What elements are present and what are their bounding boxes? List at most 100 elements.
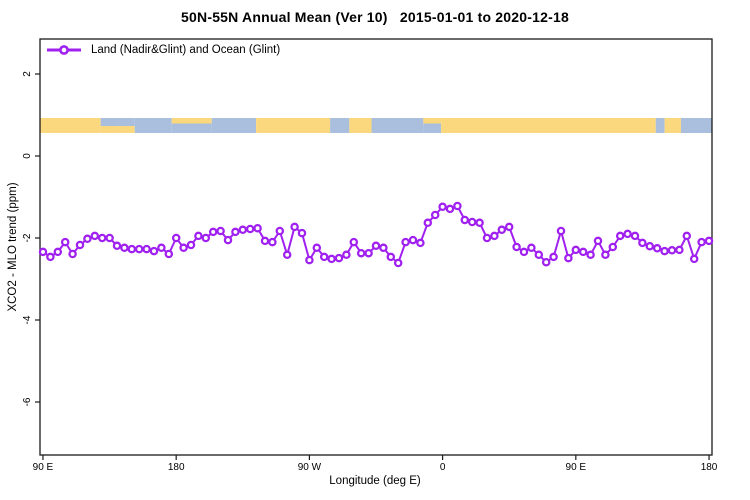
data-point-marker — [334, 253, 344, 263]
data-point-marker — [379, 243, 388, 253]
data-point-marker — [245, 224, 255, 234]
data-point-marker — [46, 252, 55, 262]
data-point-marker — [90, 231, 100, 241]
data-point-marker — [386, 252, 396, 262]
data-point-marker — [342, 250, 351, 260]
data-point-marker — [689, 254, 699, 264]
map-strip-segment-ocean — [680, 118, 712, 133]
x-tick-label: 90 E — [566, 462, 587, 473]
legend-label: Land (Nadir&Glint) and Ocean (Glint) — [91, 44, 281, 56]
legend-line-marker-icon — [47, 45, 81, 55]
data-point-marker — [638, 238, 647, 248]
data-point-marker — [164, 249, 174, 259]
data-point-marker — [223, 235, 233, 245]
map-strip-segment-ocean — [655, 118, 665, 133]
x-tick-label: 180 — [168, 462, 185, 473]
map-strip-segment-ocean — [371, 118, 424, 133]
x-tick-label: 0 — [440, 462, 446, 473]
map-strip-segment-coast-top-ocean — [100, 118, 119, 133]
data-point-marker — [75, 240, 85, 250]
map-strip-segment-land — [40, 118, 101, 133]
data-point-marker — [704, 236, 714, 246]
data-point-marker — [682, 231, 692, 241]
data-point-marker — [482, 233, 492, 243]
data-point-marker — [134, 244, 144, 254]
x-tick-label: 90 W — [298, 462, 322, 473]
data-point-marker — [216, 226, 225, 236]
data-point-marker — [512, 242, 521, 252]
data-point-marker — [305, 255, 314, 265]
data-point-marker — [408, 235, 418, 245]
map-strip-segment-land — [664, 118, 681, 133]
data-point-marker — [120, 243, 129, 253]
data-point-marker — [534, 250, 544, 260]
data-point-marker — [675, 245, 684, 255]
map-strip-segment-ocean — [330, 118, 350, 133]
data-point-marker — [393, 258, 403, 268]
data-point-marker — [297, 228, 307, 238]
data-point-marker — [527, 243, 536, 253]
data-point-marker — [142, 244, 151, 254]
data-point-marker — [319, 252, 329, 262]
data-point-marker — [623, 229, 632, 239]
map-strip-segment-land — [256, 118, 331, 133]
data-point-marker — [549, 252, 558, 262]
data-point-marker — [38, 247, 48, 257]
data-point-marker — [364, 248, 373, 258]
data-point-marker — [430, 210, 440, 220]
data-point-marker — [667, 246, 677, 255]
data-point-marker — [615, 231, 625, 241]
plot-border — [39, 38, 713, 456]
data-point-marker — [179, 243, 188, 253]
map-strip-segment-coast-top-land — [171, 118, 212, 133]
data-point-marker — [564, 253, 573, 263]
data-point-marker — [460, 215, 470, 225]
data-point-marker — [586, 250, 595, 260]
data-point-marker — [371, 241, 381, 251]
data-point-marker — [260, 236, 270, 246]
data-point-marker — [171, 233, 181, 243]
data-point-marker — [356, 248, 366, 258]
data-point-marker — [68, 249, 77, 259]
map-strip-segment-land — [441, 118, 656, 133]
data-point-marker — [97, 233, 107, 243]
data-point-marker — [282, 250, 292, 260]
data-point-marker — [149, 246, 159, 256]
data-point-marker — [194, 231, 203, 241]
data-point-marker — [231, 227, 240, 237]
data-point-marker — [349, 237, 359, 247]
data-point-marker — [578, 247, 588, 257]
data-point-marker — [208, 227, 218, 237]
data-point-marker — [105, 233, 114, 243]
map-strip-segment-coast-top-ocean — [118, 118, 135, 133]
data-point-marker — [157, 243, 166, 253]
y-tick-label: 0 — [22, 153, 33, 159]
data-point-marker — [601, 250, 610, 260]
x-tick-label: 180 — [701, 462, 718, 473]
data-point-marker — [201, 233, 211, 243]
data-point-marker — [275, 226, 285, 236]
data-point-marker — [660, 246, 669, 256]
y-tick-label: -6 — [22, 397, 33, 406]
data-point-marker — [652, 244, 662, 253]
data-point-marker — [53, 247, 63, 257]
data-point-marker — [423, 218, 433, 228]
data-point-marker — [238, 225, 248, 235]
data-point-marker — [112, 241, 122, 251]
data-point-marker — [127, 244, 137, 254]
y-tick-label: 2 — [22, 71, 33, 77]
data-point-marker — [253, 223, 262, 233]
data-point-marker — [541, 257, 551, 267]
map-strip-segment-ocean — [211, 118, 257, 133]
data-point-marker — [453, 201, 462, 211]
x-axis-title: Longitude (deg E) — [329, 475, 421, 487]
data-point-marker — [268, 237, 277, 247]
chart-title: 50N-55N Annual Mean (Ver 10) 2015-01-01 … — [181, 9, 569, 25]
map-strip-segment-land — [349, 118, 372, 133]
data-point-marker — [593, 236, 603, 246]
data-point-marker — [519, 247, 529, 257]
data-point-marker — [83, 234, 92, 244]
legend: Land (Nadir&Glint) and Ocean (Glint) — [46, 44, 280, 56]
